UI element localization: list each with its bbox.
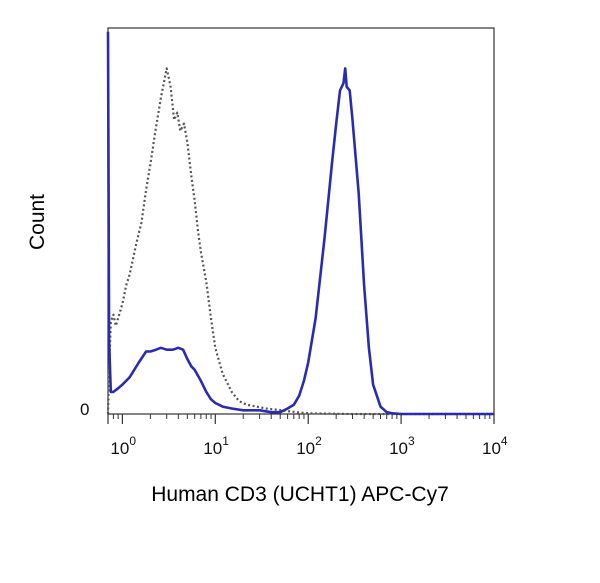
x-axis-ticks: 100 101 102 103 104 (107, 414, 508, 458)
x-tick-label: 103 (389, 434, 415, 458)
x-tick-base: 10 (296, 439, 315, 458)
x-tick-base: 10 (110, 439, 129, 458)
x-tick-label: 104 (482, 434, 508, 458)
x-tick-label: 102 (296, 434, 322, 458)
x-tick-label: 101 (203, 434, 229, 458)
x-tick-base: 10 (203, 439, 222, 458)
x-tick-exponent: 2 (315, 434, 322, 448)
x-tick-base: 10 (389, 439, 408, 458)
x-axis-title: Human CD3 (UCHT1) APC-Cy7 (151, 483, 449, 506)
x-tick-exponent: 0 (129, 434, 136, 448)
control-histogram-line (106, 67, 494, 416)
x-tick-exponent: 4 (501, 434, 508, 448)
stained-histogram-line (106, 31, 494, 416)
x-tick-exponent: 3 (408, 434, 415, 448)
x-tick-label: 100 (110, 434, 136, 458)
y-axis-title: Count (26, 194, 49, 250)
x-tick-base: 10 (482, 439, 501, 458)
y-tick-label-zero: 0 (80, 400, 89, 419)
plot-frame (107, 27, 495, 415)
series-lines (106, 31, 494, 416)
x-tick-exponent: 1 (222, 434, 229, 448)
